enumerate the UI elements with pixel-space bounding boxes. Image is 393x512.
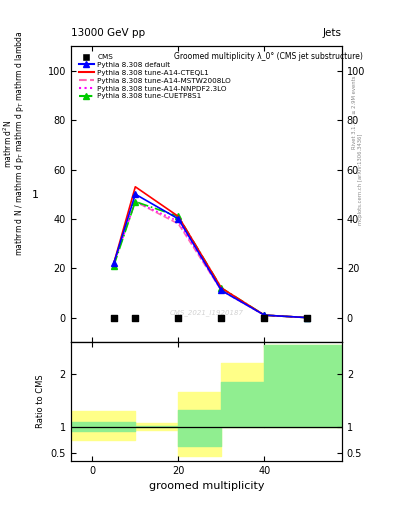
Text: Jets: Jets (323, 28, 342, 38)
Text: Rivet 3.1.10, ≥ 2.9M events: Rivet 3.1.10, ≥ 2.9M events (352, 76, 357, 150)
Text: Groomed multiplicity λ_0° (CMS jet substructure): Groomed multiplicity λ_0° (CMS jet subst… (174, 52, 363, 61)
Point (111, 313, 117, 322)
Point (132, 313, 138, 322)
X-axis label: groomed multiplicity: groomed multiplicity (149, 481, 264, 491)
Text: mcplots.cern.ch [arXiv:1306.3436]: mcplots.cern.ch [arXiv:1306.3436] (358, 134, 363, 225)
Legend: CMS, Pythia 8.308 default, Pythia 8.308 tune-A14-CTEQL1, Pythia 8.308 tune-A14-M: CMS, Pythia 8.308 default, Pythia 8.308 … (77, 53, 233, 101)
Text: mathrm d N / mathrm d p$_T$ mathrm d p$_T$ mathrm d lambda: mathrm d N / mathrm d p$_T$ mathrm d p$_… (13, 31, 26, 256)
Y-axis label: Ratio to CMS: Ratio to CMS (36, 375, 45, 429)
Point (175, 313, 182, 322)
Text: mathrm d$^2$N: mathrm d$^2$N (2, 119, 14, 167)
Point (218, 313, 224, 322)
Text: 1: 1 (32, 189, 39, 200)
Point (261, 313, 268, 322)
Point (304, 313, 310, 322)
Text: CMS_2021_I1920187: CMS_2021_I1920187 (169, 309, 243, 316)
Text: 13000 GeV pp: 13000 GeV pp (71, 28, 145, 38)
